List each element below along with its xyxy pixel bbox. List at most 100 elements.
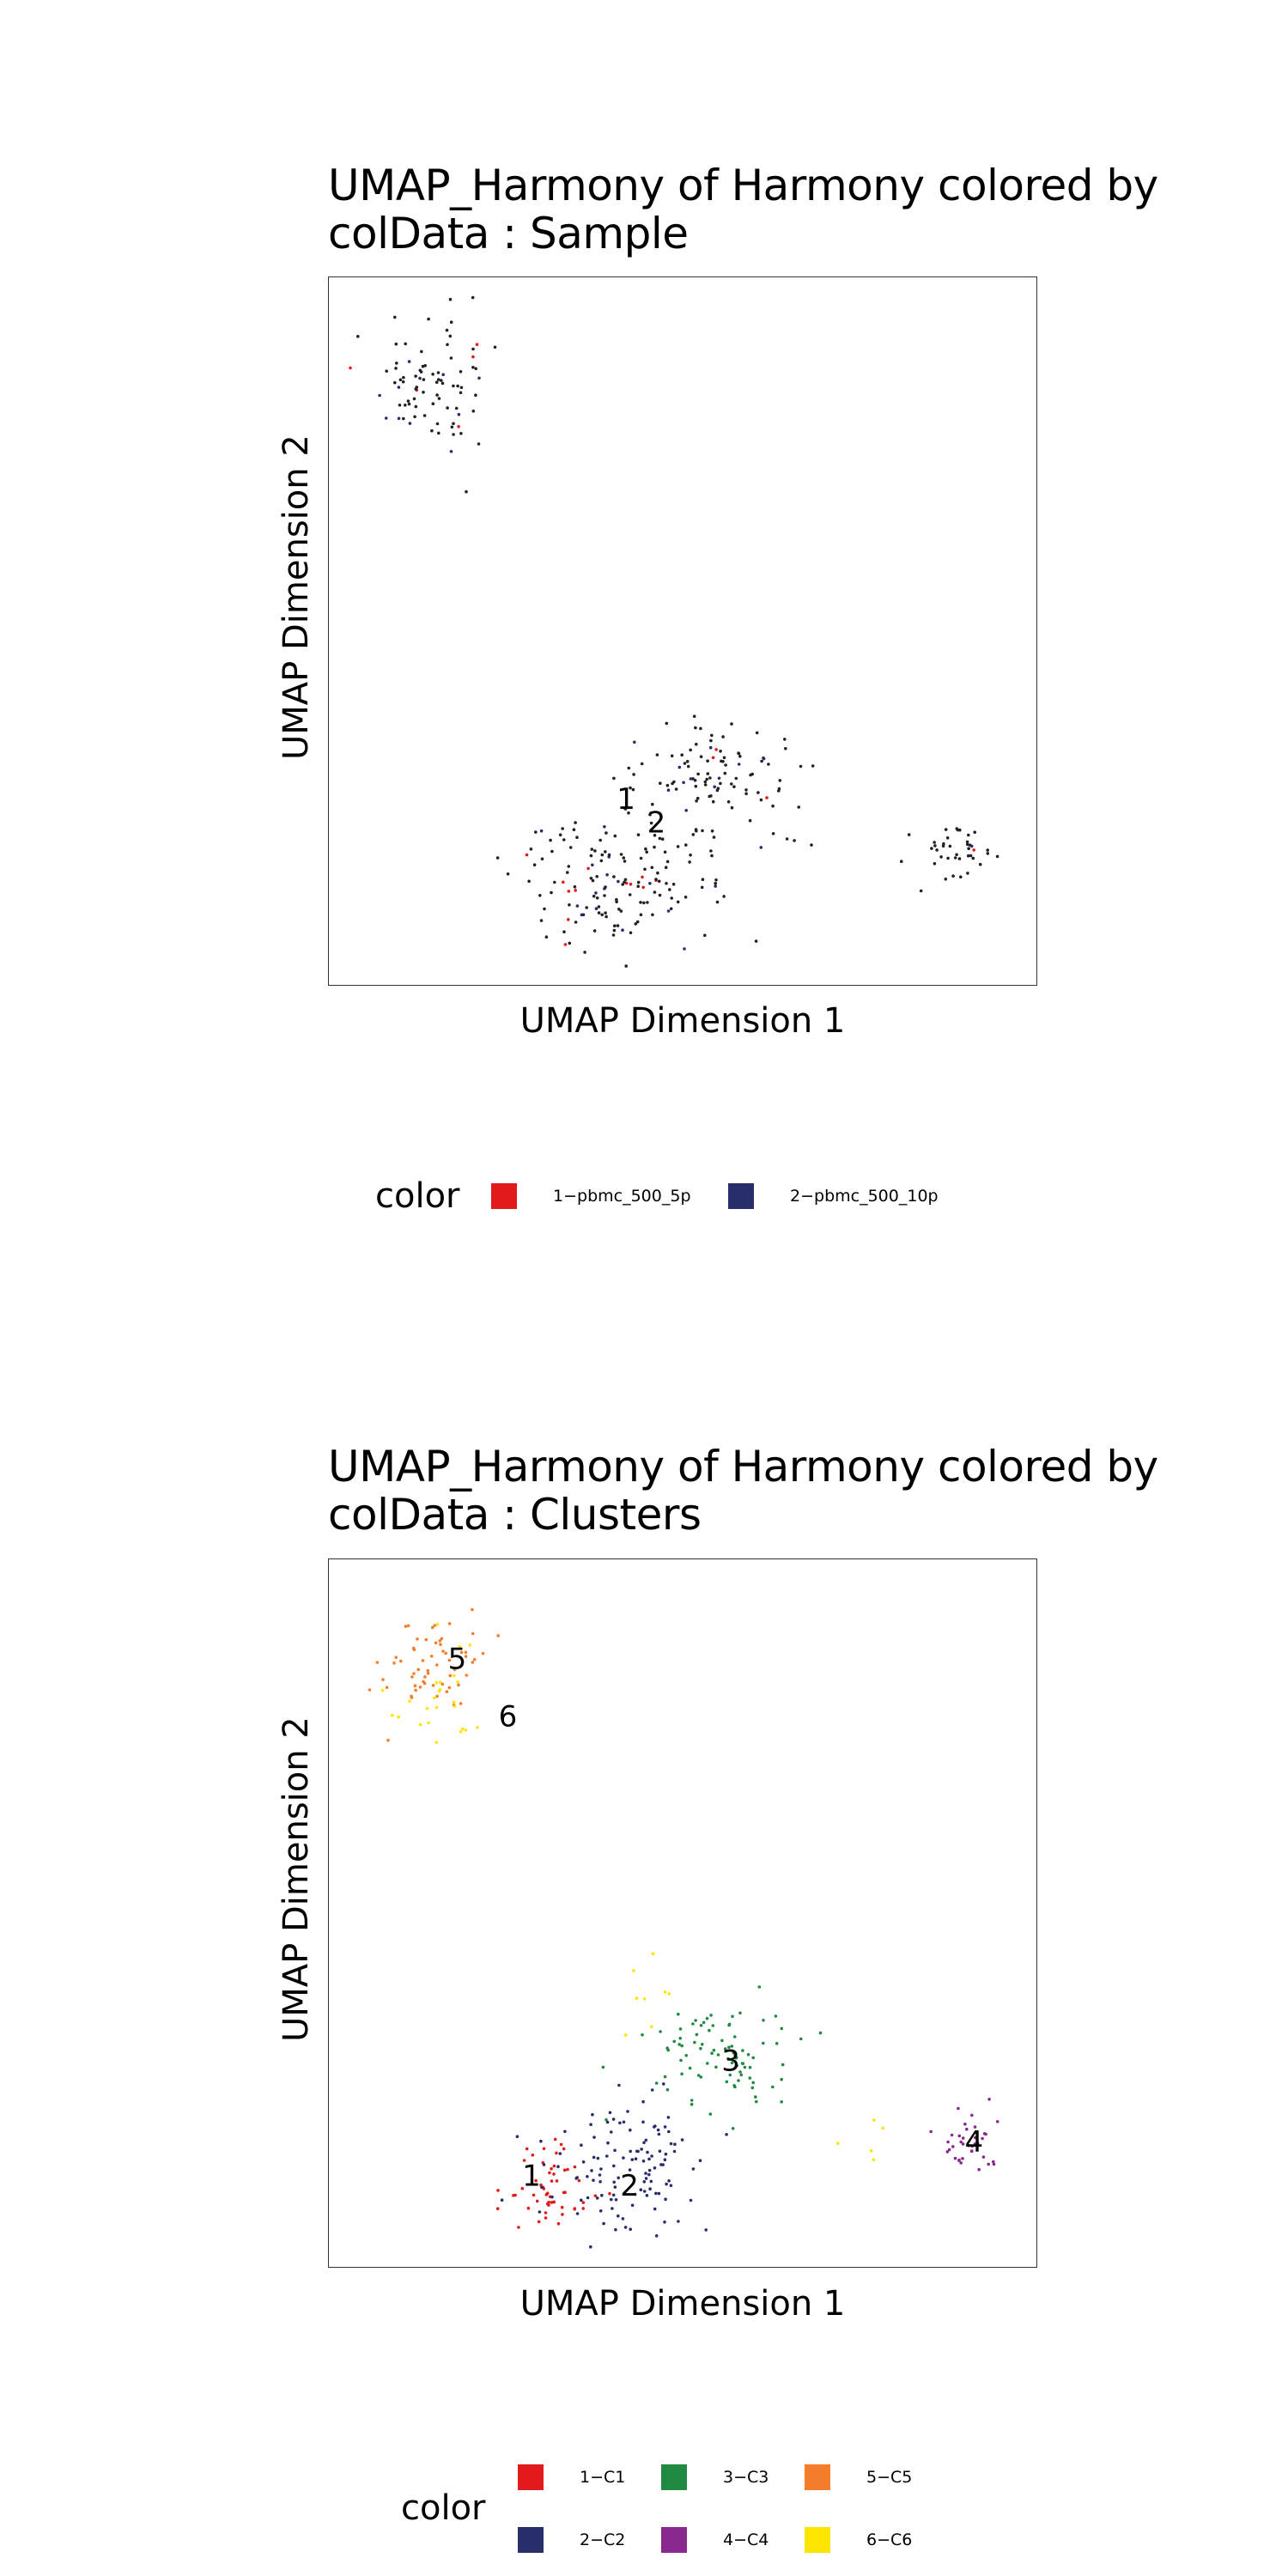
chart1-point-226: [628, 893, 632, 896]
chart1-point-70: [452, 384, 455, 388]
chart2-point-269: [561, 2213, 564, 2216]
chart1-point-142: [648, 882, 652, 885]
chart1-point-277: [771, 832, 775, 835]
chart2-point-30: [439, 1643, 442, 1646]
chart2-point-265: [542, 2147, 546, 2151]
chart2-point-185: [965, 2127, 969, 2131]
chart1-point-269: [703, 783, 708, 787]
chart2-point-289: [647, 2157, 651, 2161]
chart1-point-358: [957, 857, 962, 860]
chart1-point-3: [446, 343, 449, 347]
chart2-point-255: [547, 2201, 550, 2204]
chart2-point-363: [641, 2120, 645, 2124]
chart1-point-309: [694, 784, 698, 788]
chart1-point-114: [624, 964, 628, 968]
chart1-point-282: [793, 839, 796, 842]
chart2-point-352: [550, 2195, 554, 2199]
chart1-cluster-label-2: 2: [647, 806, 666, 841]
chart1-point-341: [671, 781, 674, 786]
chart2-point-233: [581, 2201, 586, 2204]
chart1-point-357: [967, 833, 970, 837]
chart2-point-166: [751, 2081, 755, 2085]
chart1-point-55: [493, 345, 497, 349]
chart1-point-221: [617, 908, 621, 911]
chart2-legend-key-2: [518, 2527, 544, 2553]
chart1-point-195: [722, 895, 726, 898]
chart1-point-364: [939, 855, 943, 859]
chart2-point-330: [608, 2111, 612, 2115]
chart1-point-176: [623, 878, 628, 882]
chart2-point-183: [987, 2098, 991, 2101]
chart2-point-135: [672, 2039, 676, 2044]
chart1-point-340: [717, 776, 721, 781]
chart1-point-379: [958, 828, 962, 832]
chart2-point-276: [629, 2128, 632, 2132]
chart2-point-220: [552, 2172, 556, 2176]
chart1-point-324: [706, 772, 710, 775]
chart1-point-168: [621, 883, 624, 886]
chart1-point-162: [623, 880, 626, 884]
chart1-point-17: [471, 347, 475, 351]
chart2-point-286: [630, 2203, 635, 2208]
chart1-point-313: [759, 846, 763, 849]
chart1-point-68: [436, 371, 440, 374]
chart1-point-113: [645, 850, 648, 854]
chart1-point-290: [623, 807, 628, 811]
chart2-point-370: [662, 2082, 665, 2086]
chart2-point-65: [453, 1704, 457, 1708]
chart2-point-109: [735, 2063, 738, 2068]
chart2-point-396: [663, 1990, 667, 1994]
chart1-point-116: [634, 922, 638, 926]
chart1-legend-title: color: [375, 1176, 460, 1216]
chart2-point-268: [534, 2178, 538, 2183]
chart2-point-372: [645, 2194, 649, 2197]
chart2-point-131: [746, 2053, 750, 2057]
chart2-legend-item-3: 3−C3: [661, 2464, 769, 2490]
chart1-point-139: [629, 882, 633, 886]
chart2-point-136: [678, 2037, 682, 2040]
chart2-point-16: [406, 1624, 410, 1628]
chart2-point-153: [743, 2065, 747, 2069]
chart2-point-159: [725, 2080, 729, 2084]
chart1-point-194: [597, 911, 601, 914]
chart1-point-18: [398, 404, 402, 407]
chart2-point-283: [605, 2154, 609, 2158]
chart1-point-229: [600, 913, 604, 917]
chart1-point-228: [639, 913, 643, 917]
chart2-point-100: [755, 2099, 758, 2104]
chart2-point-251: [520, 2186, 525, 2190]
chart2-point-285: [626, 2110, 629, 2113]
chart1-point-63: [423, 364, 427, 368]
chart1-point-331: [653, 834, 657, 837]
chart1-point-199: [538, 894, 542, 897]
chart2-point-275: [580, 2143, 583, 2147]
chart1-point-350: [946, 856, 950, 860]
chart1-point-167: [703, 933, 707, 938]
chart1-point-200: [665, 882, 668, 885]
chart2-point-31: [416, 1668, 420, 1672]
chart1-point-306: [640, 762, 644, 766]
chart1-point-248: [665, 721, 669, 726]
chart2-point-2: [399, 1659, 403, 1663]
chart1-point-61: [477, 442, 481, 446]
chart1-point-302: [755, 731, 759, 735]
chart2-point-300: [623, 2226, 628, 2229]
chart1-scatter-svg: 12: [349, 295, 999, 968]
chart2-point-200: [970, 2149, 974, 2153]
chart1-point-9: [471, 355, 475, 359]
chart2-point-133: [748, 2065, 752, 2069]
chart1-point-78: [385, 369, 388, 373]
chart1-point-172: [615, 900, 618, 904]
chart2-point-240: [563, 2190, 567, 2194]
chart2-point-381: [650, 2154, 653, 2158]
chart2-point-279: [663, 2125, 667, 2129]
chart2-point-119: [748, 2076, 752, 2080]
chart2-point-125: [741, 2062, 745, 2066]
chart1-point-67: [471, 410, 476, 413]
chart2-point-194: [959, 2161, 963, 2165]
chart1-point-171: [683, 896, 688, 899]
chart1-point-164: [689, 854, 692, 857]
chart2-point-60: [408, 1699, 411, 1703]
chart1-point-117: [683, 947, 686, 951]
chart2-point-340: [646, 2150, 649, 2154]
